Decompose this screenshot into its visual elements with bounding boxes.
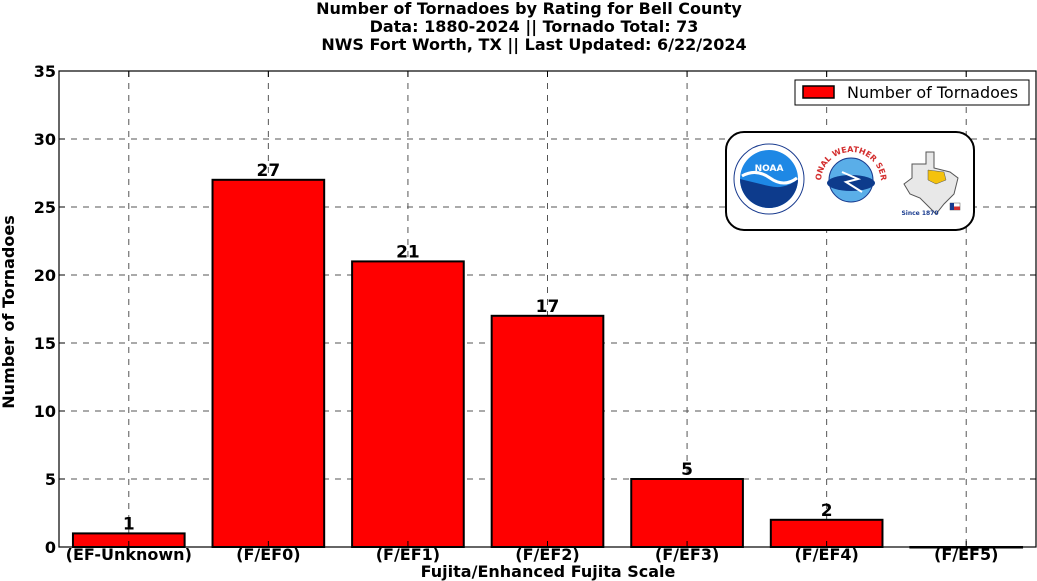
chart-title-line-3: NWS Fort Worth, TX || Last Updated: 6/22…: [321, 35, 746, 55]
bar-2: [351, 260, 465, 548]
x-tick-label: (F/EF3): [655, 545, 719, 564]
y-axis-label: Number of Tornadoes: [0, 215, 18, 408]
bar-3: [490, 314, 605, 548]
x-tick-label: (F/EF0): [236, 545, 300, 564]
data-label-2: 21: [396, 242, 420, 262]
x-tick-label: (EF-Unknown): [66, 545, 192, 564]
y-tick-label: 30: [34, 130, 56, 149]
data-label-0: 1: [123, 514, 135, 534]
bar-1: [211, 178, 326, 549]
x-tick-label: (F/EF4): [794, 545, 858, 564]
x-tick-label: (F/EF2): [515, 545, 579, 564]
y-tick-label: 25: [34, 198, 56, 217]
y-tick-label: 15: [34, 334, 56, 353]
data-label-1: 27: [257, 161, 281, 181]
x-tick-label: (F/EF5): [934, 545, 998, 564]
noaa-logo: NOAA: [733, 143, 805, 215]
chart-title-line-1: Number of Tornadoes by Rating for Bell C…: [316, 0, 742, 18]
axis-ticks: 051015202530351(EF-Unknown)27(F/EF0)21(F…: [34, 62, 1036, 564]
bar-4: [630, 478, 744, 548]
legend-swatch: [802, 85, 835, 99]
data-label-4: 5: [681, 460, 693, 480]
data-label-5: 2: [821, 501, 833, 521]
y-tick-label: 20: [34, 266, 56, 285]
data-label-3: 17: [536, 297, 560, 317]
y-tick-label: 35: [34, 62, 56, 81]
legend: Number of Tornadoes: [794, 79, 1030, 106]
y-tick-label: 0: [45, 538, 56, 557]
x-tick-label: (F/EF1): [376, 545, 440, 564]
bars: [71, 178, 1024, 549]
nws-fort-worth-logo: Since 1870: [897, 145, 967, 217]
legend-label: Number of Tornadoes: [847, 83, 1018, 102]
chart-title-line-2: Data: 1880-2024 || Tornado Total: 73: [370, 17, 699, 37]
y-tick-label: 5: [45, 470, 56, 489]
fwd-since: Since 1870: [901, 210, 938, 217]
noaa-wordmark: NOAA: [755, 164, 784, 174]
y-tick-label: 10: [34, 402, 56, 421]
x-axis-label: Fujita/Enhanced Fujita Scale: [421, 562, 676, 581]
